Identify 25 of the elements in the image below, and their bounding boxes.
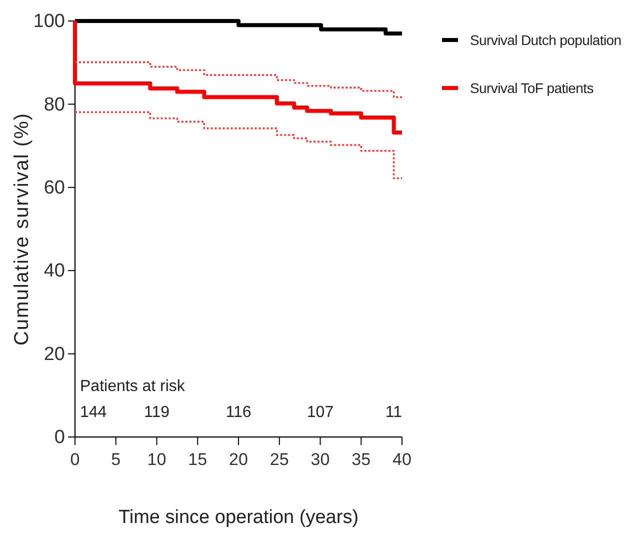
legend-label: Survival ToF patients [470,80,594,96]
annotation: 119 [144,404,170,421]
x-tick-label: 25 [270,450,289,469]
y-tick-label: 80 [44,94,65,116]
annotation: Patients at risk [80,378,186,395]
y-tick-label: 100 [33,11,65,32]
x-tick-label: 15 [188,450,208,469]
y-tick-label: 60 [44,177,65,198]
x-tick-label: 20 [229,450,248,469]
y-tick-label: 40 [44,260,65,282]
x-tick-label: 0 [70,450,80,469]
x-tick-label: 35 [352,450,371,469]
y-tick-label: 20 [44,344,65,365]
x-tick-label: 10 [147,450,166,469]
annotation: 116 [226,404,252,421]
x-tick-label: 40 [392,450,412,469]
y-tick-label: 0 [54,427,65,448]
x-tick-label: 5 [111,450,121,469]
x-axis-title: Time since operation (years) [118,507,359,528]
x-tick-label: 30 [310,450,330,469]
annotation: 107 [306,404,334,421]
legend-label: Survival Dutch population [470,32,622,48]
annotation: 144 [80,404,107,421]
y-axis-title: Cumulative survival (%) [11,112,33,346]
annotation: 11 [385,404,402,421]
